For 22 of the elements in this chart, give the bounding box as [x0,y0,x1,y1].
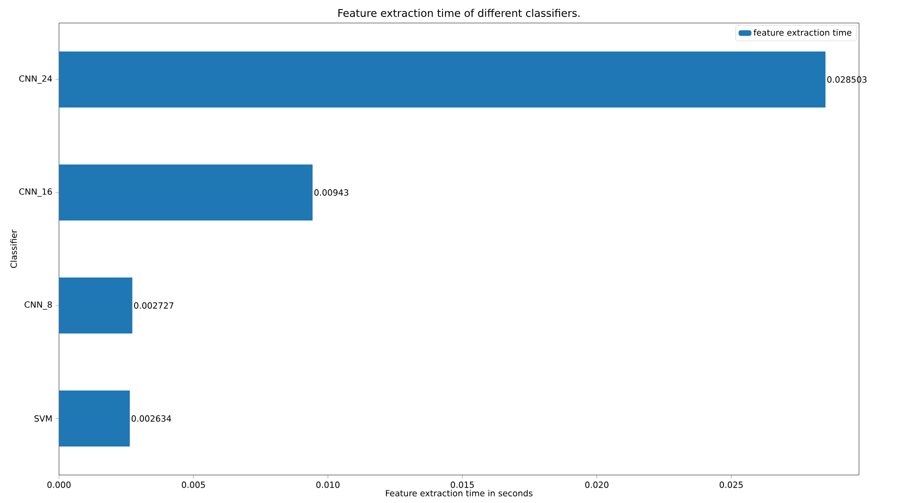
y-tick-label: CNN_24 [19,75,52,84]
y-tick-label: SVM [34,415,52,422]
x-tick-label: 0.015 [450,482,474,488]
data-label: 0.002634 [132,415,172,422]
chart-title: Feature extraction time of different classifiers. [338,8,580,17]
bar [59,52,826,108]
x-tick-label: 0.005 [182,482,205,488]
bar [59,278,132,334]
x-tick-label: 0.000 [47,482,71,488]
x-tick-label: 0.025 [720,482,743,488]
legend-label: feature extraction time [754,29,852,36]
y-axis-title: Classifier [10,230,17,268]
bar [59,390,130,447]
bar [59,164,313,221]
data-label: 0.002727 [134,302,174,309]
x-tick-label: 0.020 [585,482,608,488]
data-label: 0.028503 [827,76,867,83]
x-tick-label: 0.010 [316,482,340,488]
y-tick-label: CNN_16 [19,188,52,197]
x-axis-title: Feature extraction time in seconds [386,490,532,496]
y-tick-label: CNN_8 [24,301,52,310]
data-label: 0.00943 [314,189,348,196]
